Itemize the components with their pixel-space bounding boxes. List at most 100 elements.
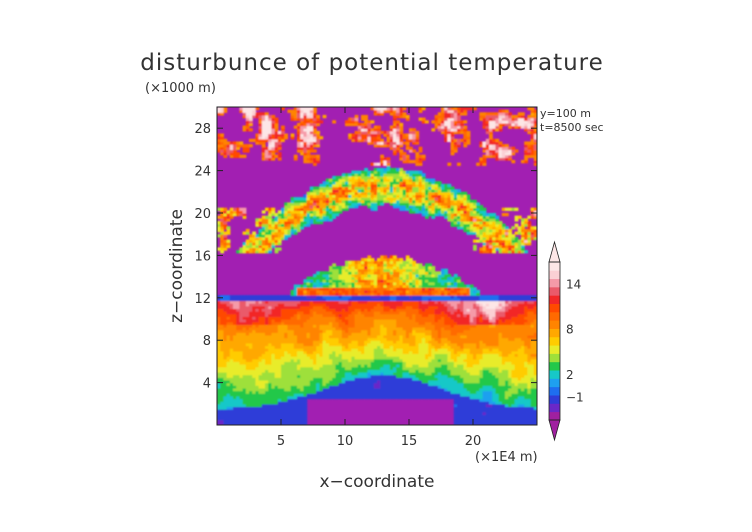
heatmap-cell	[479, 409, 484, 413]
heatmap-cell	[412, 340, 416, 344]
heatmap-cell	[284, 305, 288, 309]
heatmap-cell	[338, 345, 343, 349]
heatmap-cell	[380, 326, 384, 331]
heatmap-cell	[351, 393, 356, 397]
heatmap-cell	[453, 295, 458, 299]
heatmap-cell	[236, 297, 240, 302]
heatmap-cell	[354, 395, 359, 400]
heatmap-cell	[415, 266, 420, 270]
heatmap-cell	[255, 311, 260, 315]
heatmap-cell	[521, 340, 525, 344]
heatmap-cell	[325, 390, 330, 394]
heatmap-cell	[469, 387, 474, 392]
heatmap-cell	[428, 353, 432, 357]
heatmap-cell	[453, 403, 458, 408]
heatmap-cell	[489, 387, 493, 392]
heatmap-cell	[473, 364, 477, 368]
heatmap-cell	[463, 292, 468, 296]
heatmap-cell	[402, 321, 407, 325]
heatmap-cell	[335, 300, 340, 304]
heatmap-cell	[277, 305, 282, 309]
heatmap-cell	[524, 393, 528, 397]
heatmap-cell	[405, 324, 410, 328]
heatmap-cell	[354, 342, 359, 347]
heatmap-cell	[367, 319, 372, 323]
heatmap-cell	[303, 284, 308, 288]
heatmap-cell	[242, 419, 247, 423]
heatmap-cell	[476, 292, 480, 296]
heatmap-cell	[242, 372, 247, 376]
heatmap-cell	[236, 403, 240, 408]
heatmap-cell	[466, 369, 471, 373]
heatmap-cell	[281, 300, 285, 304]
heatmap-cell	[457, 377, 461, 381]
heatmap-cell	[517, 348, 522, 352]
heatmap-cell	[332, 273, 336, 278]
heatmap-cell	[457, 279, 461, 283]
heatmap-cell	[383, 289, 388, 294]
heatmap-cell	[505, 369, 509, 373]
heatmap-cell	[364, 263, 368, 267]
heatmap-cell	[329, 305, 333, 309]
heatmap-cell	[383, 348, 388, 352]
heatmap-cell	[380, 390, 384, 394]
heatmap-cell	[495, 358, 500, 362]
heatmap-cell	[322, 340, 327, 344]
heatmap-cell	[473, 326, 477, 331]
heatmap-cell	[274, 419, 279, 423]
heatmap-cell	[399, 393, 404, 397]
heatmap-cell	[252, 369, 256, 373]
heatmap-cell	[319, 369, 324, 373]
heatmap-cell	[402, 364, 407, 368]
heatmap-cell	[489, 329, 493, 333]
heatmap-cell	[319, 374, 324, 378]
heatmap-cell	[489, 414, 493, 418]
heatmap-cell	[521, 374, 525, 378]
heatmap-cell	[245, 295, 250, 299]
heatmap-cell	[473, 358, 477, 362]
heatmap-cell	[249, 395, 253, 400]
heatmap-cell	[309, 319, 314, 323]
heatmap-cell	[405, 377, 410, 381]
heatmap-cell	[380, 297, 384, 302]
heatmap-cell	[377, 303, 381, 307]
heatmap-cell	[335, 308, 340, 312]
heatmap-cell	[428, 366, 432, 370]
heatmap-cell	[473, 417, 477, 421]
heatmap-cell	[415, 361, 420, 365]
heatmap-cell	[521, 369, 525, 373]
heatmap-cell	[236, 300, 240, 304]
heatmap-cell	[252, 393, 256, 397]
heatmap-cell	[274, 422, 279, 425]
heatmap-cell	[306, 326, 311, 331]
heatmap-cell	[533, 387, 537, 392]
heatmap-cell	[348, 345, 352, 349]
heatmap-cell	[239, 414, 244, 418]
heatmap-cell	[431, 340, 436, 344]
heatmap-cell	[351, 372, 356, 376]
heatmap-cell	[457, 297, 461, 302]
heatmap-cell	[313, 279, 317, 283]
heatmap-cell	[495, 311, 500, 315]
heatmap-cell	[325, 316, 330, 320]
heatmap-cell	[437, 329, 442, 333]
heatmap-cell	[325, 348, 330, 352]
heatmap-cell	[530, 300, 535, 304]
heatmap-cell	[367, 382, 372, 386]
heatmap-cell	[236, 356, 240, 360]
heatmap-cell	[463, 395, 468, 400]
heatmap-cell	[428, 329, 432, 333]
heatmap-cell	[412, 372, 416, 376]
heatmap-cell	[345, 329, 349, 333]
heatmap-cell	[268, 411, 272, 415]
heatmap-cell	[460, 385, 464, 389]
heatmap-cell	[485, 332, 490, 336]
heatmap-cell	[313, 356, 317, 360]
heatmap-cell	[255, 369, 260, 373]
heatmap-cell	[255, 316, 260, 320]
heatmap-cell	[479, 403, 484, 408]
heatmap-cell	[364, 348, 368, 352]
heatmap-cell	[332, 303, 336, 307]
heatmap-cell	[364, 271, 368, 275]
heatmap-cell	[223, 393, 228, 397]
